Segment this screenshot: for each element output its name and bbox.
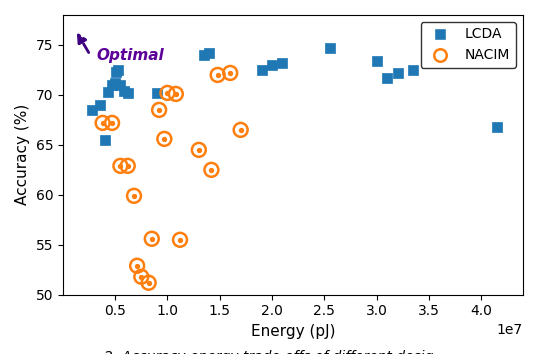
- Point: [160, 136, 168, 142]
- NACIM: [98, 120, 107, 126]
- Point: [133, 263, 141, 269]
- Legend: LCDA, NACIM: LCDA, NACIM: [421, 22, 516, 68]
- NACIM: [137, 274, 146, 280]
- Point: [144, 280, 153, 286]
- Y-axis label: Accuracy (%): Accuracy (%): [15, 104, 30, 205]
- LCDA: [88, 107, 96, 113]
- LCDA: [372, 58, 381, 64]
- NACIM: [155, 107, 164, 113]
- Point: [147, 236, 156, 242]
- LCDA: [114, 67, 123, 73]
- LCDA: [393, 70, 402, 76]
- NACIM: [130, 193, 138, 199]
- NACIM: [108, 120, 116, 126]
- Point: [130, 193, 138, 199]
- LCDA: [108, 82, 116, 88]
- LCDA: [123, 90, 132, 96]
- Point: [163, 90, 172, 96]
- NACIM: [236, 127, 245, 133]
- LCDA: [268, 62, 277, 68]
- Point: [176, 237, 185, 242]
- Point: [207, 167, 216, 173]
- LCDA: [325, 45, 334, 51]
- NACIM: [176, 237, 185, 242]
- NACIM: [214, 72, 222, 78]
- LCDA: [116, 82, 125, 88]
- Point: [226, 70, 235, 76]
- LCDA: [257, 67, 266, 73]
- X-axis label: Energy (pJ): Energy (pJ): [251, 324, 335, 339]
- Text: 2: Accuracy-energy trade-offs of different desig: 2: Accuracy-energy trade-offs of differe…: [104, 350, 434, 354]
- LCDA: [112, 69, 121, 75]
- LCDA: [383, 75, 391, 81]
- LCDA: [101, 137, 109, 143]
- Point: [155, 107, 164, 113]
- Point: [108, 120, 116, 126]
- NACIM: [116, 163, 125, 169]
- Point: [172, 91, 180, 97]
- LCDA: [111, 80, 119, 86]
- Point: [236, 127, 245, 133]
- NACIM: [123, 163, 132, 169]
- Point: [123, 163, 132, 169]
- LCDA: [205, 50, 214, 56]
- NACIM: [207, 167, 216, 173]
- NACIM: [163, 90, 172, 96]
- NACIM: [160, 136, 168, 142]
- LCDA: [493, 124, 501, 130]
- NACIM: [172, 91, 180, 97]
- LCDA: [153, 90, 161, 96]
- Text: Optimal: Optimal: [96, 48, 164, 63]
- NACIM: [195, 147, 203, 153]
- LCDA: [119, 88, 128, 94]
- LCDA: [200, 52, 208, 58]
- NACIM: [226, 70, 235, 76]
- Point: [98, 120, 107, 126]
- NACIM: [133, 263, 141, 269]
- LCDA: [103, 89, 112, 95]
- NACIM: [147, 236, 156, 242]
- LCDA: [409, 67, 417, 73]
- LCDA: [95, 102, 104, 108]
- Point: [116, 163, 125, 169]
- Point: [195, 147, 203, 153]
- NACIM: [144, 280, 153, 286]
- LCDA: [278, 60, 287, 66]
- Point: [214, 72, 222, 78]
- Point: [137, 274, 146, 280]
